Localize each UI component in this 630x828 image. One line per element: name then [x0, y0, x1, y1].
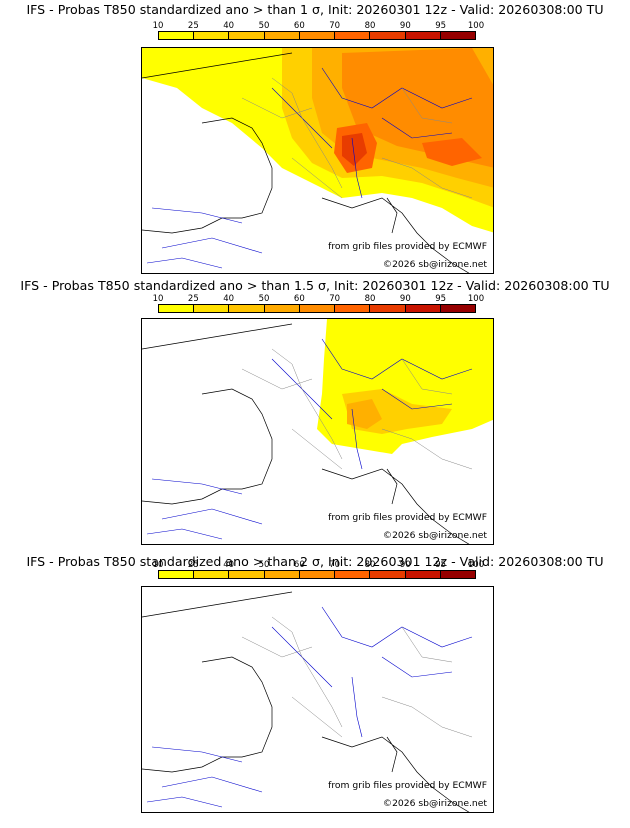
colorbar-swatch	[370, 305, 406, 312]
map-panel-3: IFS - Probas T850 standardized ano > tha…	[0, 552, 630, 828]
colorbar-tick-label: 90	[399, 21, 411, 31]
colorbar-swatch	[405, 32, 441, 39]
colorbar-tick-label: 40	[223, 560, 235, 570]
probability-map: from grib files provided by ECMWF ©2026 …	[141, 586, 494, 813]
prob-area-60	[342, 48, 493, 168]
borders	[241, 616, 473, 738]
colorbar-swatch	[159, 305, 195, 312]
colorbar-tick-label: 50	[258, 21, 270, 31]
borders	[241, 77, 473, 199]
colorbar-swatch	[440, 32, 475, 39]
colorbar-tick-label: 10	[152, 560, 164, 570]
map-svg	[142, 319, 493, 544]
prob-area-80	[342, 133, 367, 166]
colorbar-swatch	[159, 32, 195, 39]
prob-area-40	[347, 399, 382, 429]
colorbar-tick-label: 25	[187, 294, 199, 304]
map-panel-1: IFS - Probas T850 standardized ano > tha…	[0, 0, 630, 276]
prob-area-10	[317, 319, 493, 454]
colorbar-tick-label: 100	[467, 294, 485, 304]
colorbar-tick-label: 10	[152, 294, 164, 304]
colorbar-swatch	[264, 32, 300, 39]
colorbar-swatch	[229, 305, 265, 312]
colorbar-tick-label: 80	[364, 294, 376, 304]
colorbar-tick-label: 60	[293, 294, 305, 304]
colorbar-tick-label: 40	[223, 21, 235, 31]
colorbar-swatch	[440, 571, 475, 578]
colorbar-swatch	[264, 571, 300, 578]
panel-title: IFS - Probas T850 standardized ano > tha…	[20, 278, 610, 293]
colorbar-tick-label: 40	[223, 294, 235, 304]
credit-source: from grib files provided by ECMWF	[328, 780, 487, 791]
colorbar-swatch	[299, 305, 336, 312]
colorbar: 10 25 40 50 60 70 80 90 95 100	[153, 294, 485, 313]
colorbar-swatch	[299, 571, 336, 578]
rivers	[146, 606, 473, 808]
colorbar-swatch	[370, 571, 406, 578]
colorbar-swatches	[158, 304, 476, 313]
credit-source: from grib files provided by ECMWF	[328, 512, 487, 523]
colorbar-tick-label: 60	[293, 21, 305, 31]
colorbar-tick-label: 100	[467, 21, 485, 31]
colorbar-swatch	[229, 32, 265, 39]
colorbar-tick-label: 50	[258, 294, 270, 304]
colorbar-tick-label: 50	[258, 560, 270, 570]
colorbar-swatch	[194, 32, 230, 39]
colorbar-swatch	[299, 32, 336, 39]
coastline	[142, 591, 470, 812]
panel-title: IFS - Probas T850 standardized ano > tha…	[26, 2, 604, 17]
colorbar: 10 25 40 50 60 70 80 90 95 100	[153, 560, 485, 579]
colorbar-tick-label: 10	[152, 21, 164, 31]
colorbar-ticks: 10 25 40 50 60 70 80 90 95 100	[153, 294, 485, 304]
colorbar-swatches	[158, 31, 476, 40]
colorbar-tick-label: 70	[329, 560, 341, 570]
colorbar-swatch	[194, 305, 230, 312]
colorbar-tick-label: 90	[399, 294, 411, 304]
coastline	[142, 52, 470, 273]
colorbar-tick-label: 25	[187, 560, 199, 570]
colorbar-swatch	[370, 32, 406, 39]
colorbar-swatch	[159, 571, 195, 578]
credit-copyright: ©2026 sb@irizone.net	[382, 798, 487, 809]
colorbar-tick-label: 90	[399, 560, 411, 570]
credit-source: from grib files provided by ECMWF	[328, 241, 487, 252]
colorbar-swatch	[405, 305, 441, 312]
map-svg	[142, 591, 473, 812]
colorbar-tick-label: 80	[364, 21, 376, 31]
colorbar-tick-label: 100	[467, 560, 485, 570]
colorbar-swatch	[335, 32, 371, 39]
colorbar-tick-label: 60	[293, 560, 305, 570]
prob-area-60b	[422, 138, 482, 166]
colorbar-tick-label: 25	[187, 21, 199, 31]
colorbar-ticks: 10 25 40 50 60 70 80 90 95 100	[153, 21, 485, 31]
colorbar-swatch	[194, 571, 230, 578]
colorbar-swatch	[264, 305, 300, 312]
credit-copyright: ©2026 sb@irizone.net	[382, 530, 487, 541]
probability-map: from grib files provided by ECMWF ©2026 …	[141, 318, 494, 545]
colorbar-swatch	[229, 571, 265, 578]
map-svg	[142, 48, 493, 273]
colorbar-swatch	[440, 305, 475, 312]
map-panel-2: IFS - Probas T850 standardized ano > tha…	[0, 276, 630, 552]
colorbar-tick-label: 80	[364, 560, 376, 570]
colorbar-tick-label: 70	[329, 294, 341, 304]
coastline	[142, 323, 470, 544]
colorbar-swatch	[335, 571, 371, 578]
colorbar-tick-label: 95	[435, 560, 447, 570]
colorbar-tick-label: 70	[329, 21, 341, 31]
colorbar-swatch	[405, 571, 441, 578]
borders	[241, 348, 473, 470]
colorbar-ticks: 10 25 40 50 60 70 80 90 95 100	[153, 560, 485, 570]
colorbar: 10 25 40 50 60 70 80 90 95 100	[153, 21, 485, 40]
colorbar-swatches	[158, 570, 476, 579]
probability-map: from grib files provided by ECMWF ©2026 …	[141, 47, 494, 274]
colorbar-tick-label: 95	[435, 21, 447, 31]
colorbar-tick-label: 95	[435, 294, 447, 304]
panel-title: IFS - Probas T850 standardized ano > tha…	[26, 554, 604, 569]
credit-copyright: ©2026 sb@irizone.net	[382, 259, 487, 270]
colorbar-swatch	[335, 305, 371, 312]
